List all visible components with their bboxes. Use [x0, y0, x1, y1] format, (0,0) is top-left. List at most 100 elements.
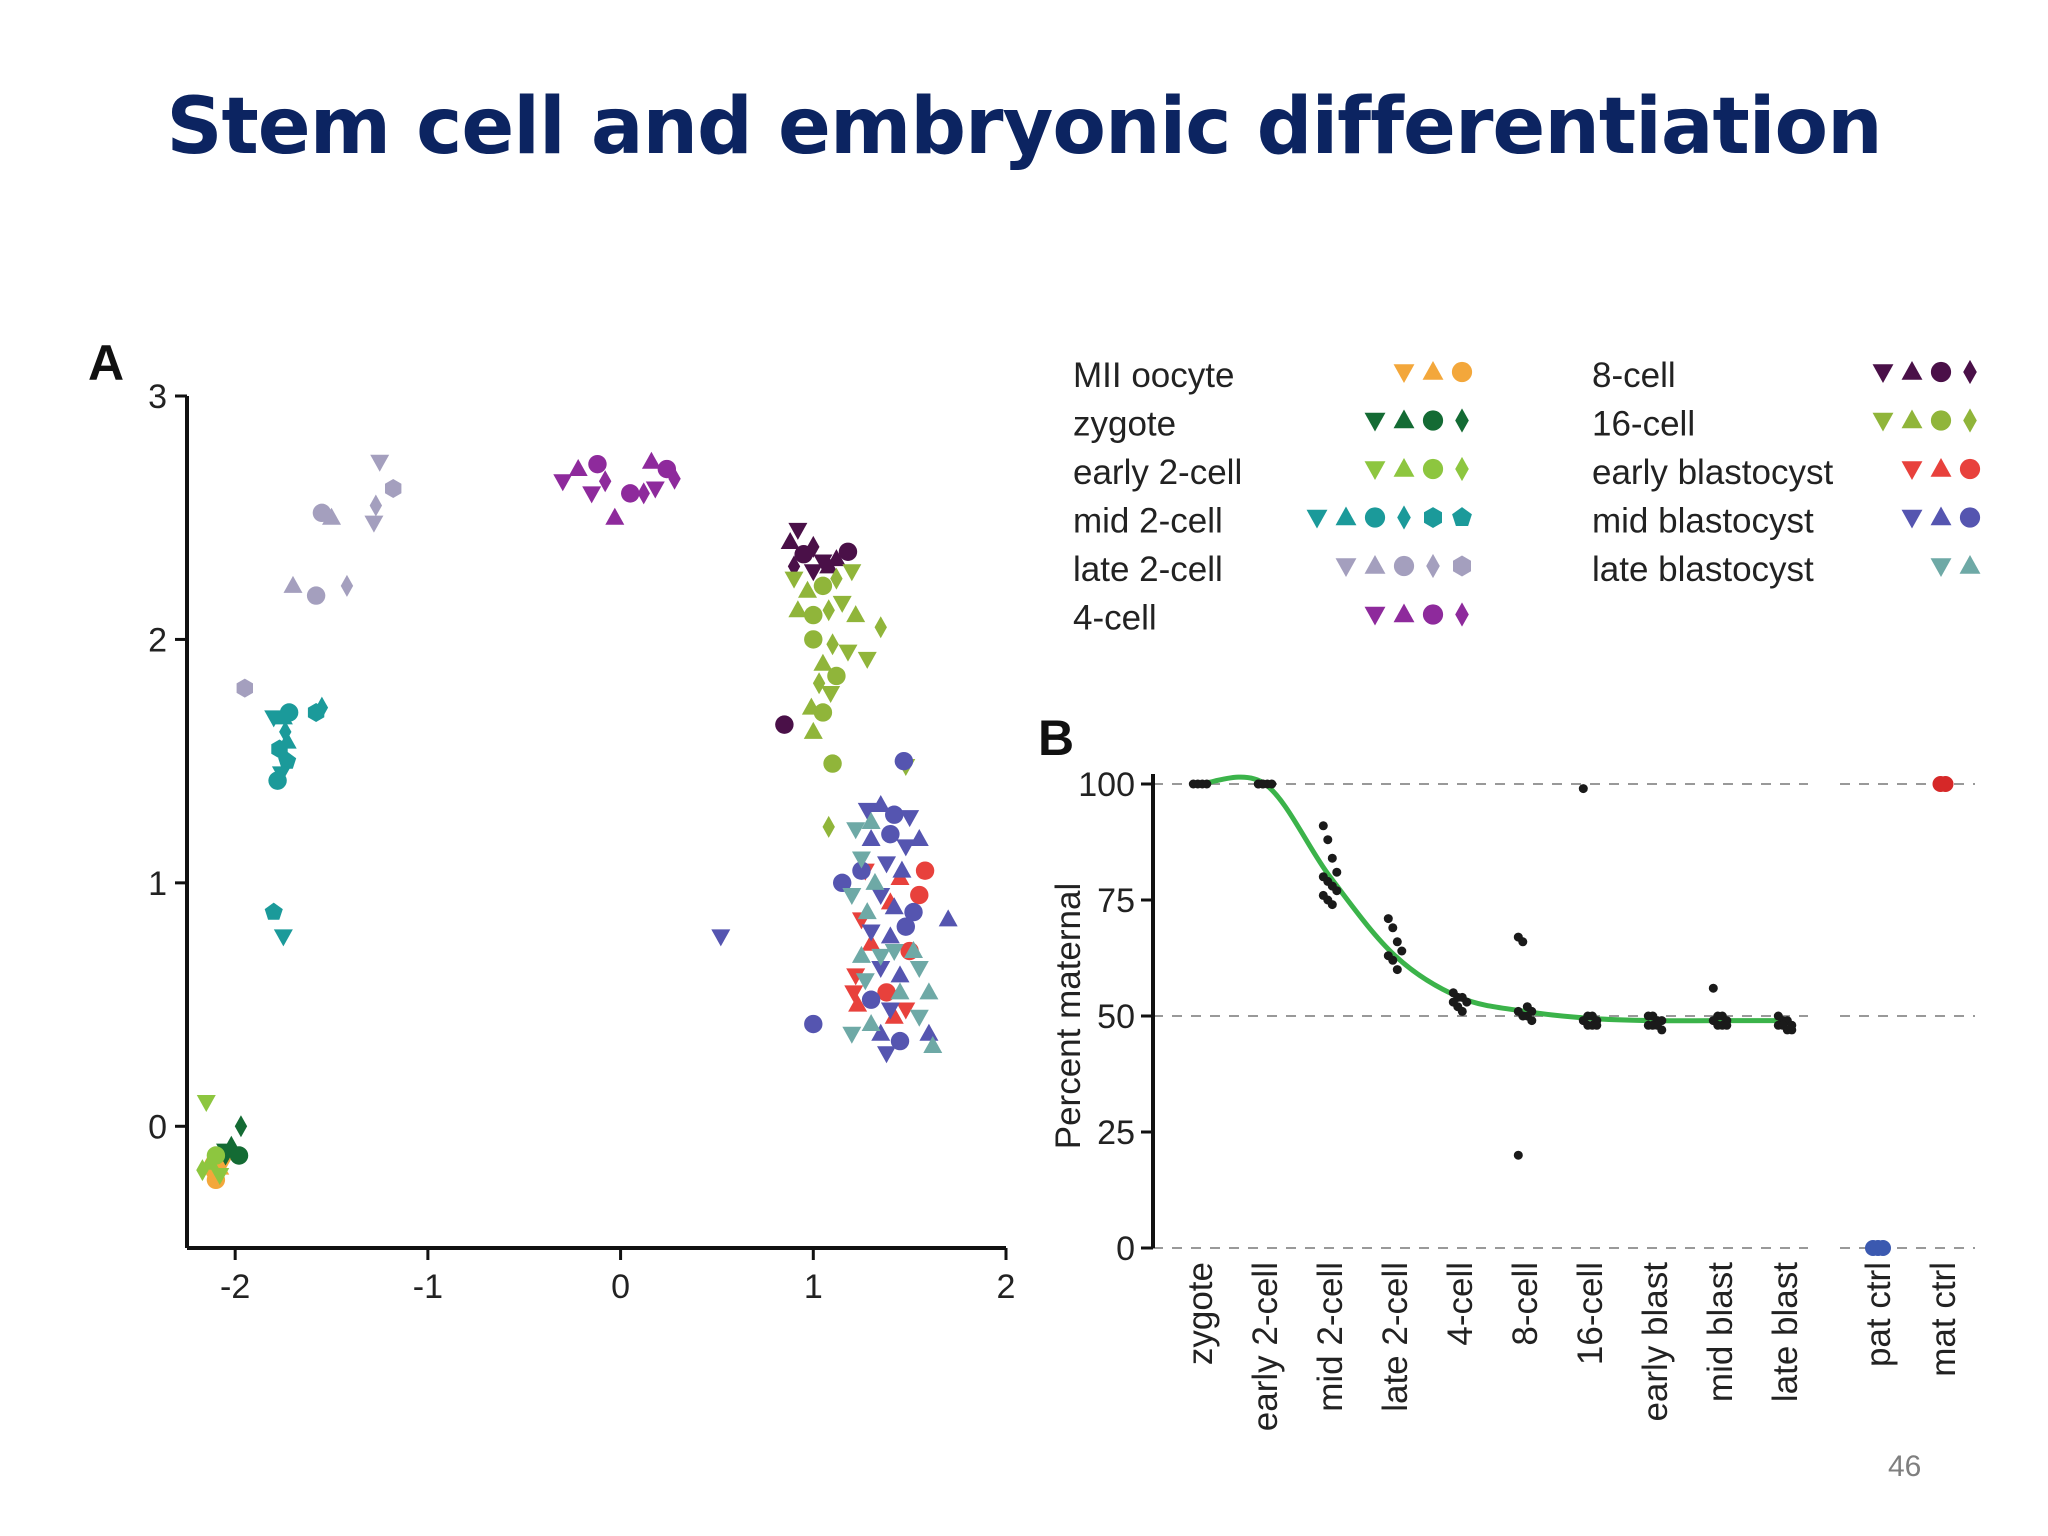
panel-a-point [909, 1009, 929, 1027]
panel-a-point [784, 571, 804, 589]
panel-a-point [582, 486, 602, 504]
panel-a-point [915, 861, 935, 880]
legend-item-marker [1930, 558, 1952, 577]
legend-item-label: 16-cell [1592, 405, 1695, 444]
legend-item-marker [1424, 507, 1442, 528]
panel-a-label: A [88, 335, 124, 391]
panel-b-x-tick-label: late 2-cell [1376, 1262, 1415, 1412]
panel-a-point [871, 794, 891, 812]
legend-item-marker [1364, 507, 1386, 528]
legend-item-marker [1930, 361, 1952, 383]
legend-item-marker [1364, 412, 1386, 432]
panel-b-x-tick-label: early blast [1636, 1262, 1675, 1422]
legend-item-marker [1959, 555, 1981, 574]
legend-item-marker [1422, 604, 1444, 625]
panel-a-point [804, 630, 823, 649]
panel-a-point [668, 467, 681, 490]
panel-a-point [857, 651, 877, 669]
panel-a-point [196, 1159, 209, 1182]
slide-title: Stem cell and embryonic differentiation [166, 82, 1882, 172]
legend-item-marker [1930, 506, 1952, 526]
panel-a-point [794, 545, 813, 564]
panel-a-point [822, 599, 835, 622]
panel-a-point [890, 982, 910, 1000]
panel-a-point [871, 1023, 891, 1041]
panel-a-point [865, 872, 885, 890]
panel-b-x-tick-label: pat ctrl [1859, 1262, 1898, 1367]
panel-a-point [273, 929, 293, 947]
panel-a-point [838, 644, 858, 662]
panel-a-point [621, 484, 640, 503]
panel-b-x-tick-label: zygote [1181, 1262, 1220, 1365]
panel-a-point [307, 703, 325, 722]
panel-b-axes: 0 25 50 75 100 Percent maternal zygote early 2-… [1049, 766, 1975, 1431]
panel-a-point [846, 968, 866, 986]
panel-a-point [306, 586, 326, 605]
panel-a-point [844, 985, 864, 1003]
panel-a-point [877, 856, 897, 874]
panel-a-axes: -2 -1 0 1 2 0 1 2 3 [148, 378, 1015, 1306]
panel-b-x-tick-label: mat ctrl [1924, 1262, 1963, 1377]
panel-b-fit-curve [1199, 774, 1786, 1024]
panel-b-x-tick-label: mid blast [1701, 1262, 1740, 1402]
panel-a-point [312, 503, 332, 523]
panel-a-y-tick-label: 0 [148, 1108, 167, 1146]
legend-item-marker [1426, 553, 1440, 579]
legend-item-marker [1335, 558, 1357, 577]
legend-item-marker [1930, 410, 1952, 431]
legend-item-marker [1393, 603, 1415, 623]
panel-a-point [909, 961, 929, 979]
panel-b-chart: B 0 25 50 75 100 Percent maternal zygote early … [1038, 710, 1975, 1431]
panel-b-point [1392, 965, 1402, 975]
panel-a-point [821, 685, 841, 703]
panel-a-point [884, 1006, 904, 1024]
panel-a-point [803, 564, 823, 582]
panel-b-y-tick-label: 75 [1097, 882, 1135, 920]
panel-a-point [827, 666, 846, 686]
panel-a-point [798, 580, 818, 598]
panel-a-point [851, 945, 871, 963]
panel-b-point [1722, 1020, 1732, 1030]
panel-a-point [848, 994, 868, 1012]
panel-b-point [1332, 867, 1342, 877]
panel-a-point [598, 470, 612, 493]
panel-b-point [1327, 900, 1337, 910]
panel-a-point [823, 754, 842, 773]
panel-a-point [803, 721, 823, 739]
panel-a-point [846, 605, 866, 623]
panel-a-point [264, 902, 283, 920]
panel-b-x-tick-label: early 2-cell [1246, 1262, 1285, 1431]
legend-item-label: zygote [1073, 405, 1176, 444]
panel-a-point [894, 751, 914, 771]
panel-a-x-tick-label: 0 [611, 1268, 630, 1306]
panel-a-point [896, 1002, 916, 1020]
panel-b-x-tick-label: late blast [1766, 1262, 1805, 1402]
legend-item-marker [1930, 458, 1952, 477]
legend-item-marker [1455, 602, 1469, 627]
panel-b-x-tick-label: 16-cell [1571, 1262, 1610, 1365]
panel-b-x-tick-label: 8-cell [1506, 1262, 1545, 1346]
panel-a-point [880, 1002, 900, 1020]
legend-item-marker [1422, 458, 1444, 480]
panel-b-point [1388, 955, 1398, 965]
panel-a-point [892, 860, 912, 878]
panel-a-point [822, 815, 835, 838]
panel-b-point [1457, 1006, 1467, 1016]
panel-a-point [842, 1026, 862, 1044]
legend-item-marker [1455, 456, 1469, 482]
panel-a-point [830, 567, 843, 590]
panel-a-point [909, 829, 929, 847]
panel-a-point [877, 983, 896, 1002]
panel-a-point [229, 1146, 249, 1165]
panel-a-point [812, 672, 826, 695]
panel-b-y-tick-label: 50 [1097, 998, 1135, 1036]
legend-item-marker [1422, 410, 1444, 431]
legend-item-marker [1872, 412, 1894, 432]
panel-a-y-tick-label: 2 [148, 621, 167, 659]
legend-item-marker [1393, 458, 1415, 477]
slide-number: 46 [1888, 1450, 1922, 1483]
legend-item-marker [1451, 361, 1473, 383]
panel-b-point [1332, 886, 1342, 896]
panel-a-point [861, 812, 881, 829]
panel-a-point [553, 474, 573, 492]
